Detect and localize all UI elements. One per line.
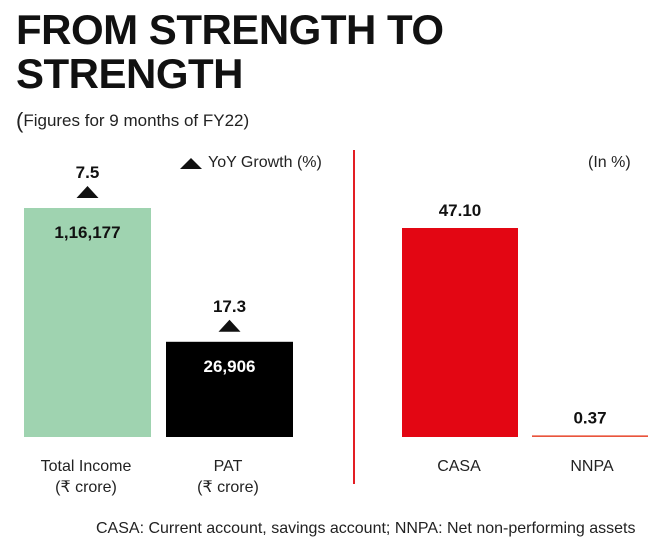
category-label-line: CASA [437, 458, 481, 475]
category-label-line: (₹ crore) [55, 479, 117, 496]
subtitle-paren: ( [16, 108, 24, 133]
category-label-line: Total Income [40, 458, 132, 475]
bar [24, 208, 151, 437]
bar [532, 435, 648, 437]
data-label: 26,906 [204, 357, 256, 376]
growth-label: 17.3 [213, 297, 246, 316]
footnote: CASA: Current account, savings account; … [96, 520, 636, 537]
unit-label: (In %) [588, 154, 631, 171]
title-line-1: FROM STRENGTH TO [16, 6, 444, 53]
bar [166, 341, 293, 437]
legend-label: YoY Growth (%) [208, 154, 322, 171]
category-label-casa: CASA [398, 456, 520, 477]
category-label-nnpa: NNPA [532, 456, 652, 477]
growth-label: 7.5 [76, 163, 100, 182]
growth-up-triangle-icon [76, 186, 99, 198]
data-label: 1,16,177 [54, 223, 120, 242]
panel-divider [353, 150, 355, 484]
legend: YoY Growth (%) [180, 154, 322, 172]
category-label-total-income: Total Income (₹ crore) [18, 456, 154, 498]
up-triangle-icon [180, 157, 202, 169]
growth-up-triangle-icon [218, 319, 241, 332]
category-label-line: PAT [213, 458, 243, 475]
bar [402, 228, 518, 437]
chart-title: FROM STRENGTH TO STRENGTH [16, 8, 444, 96]
data-label: 0.37 [573, 408, 606, 427]
chart-subtitle: (Figures for 9 months of FY22) [16, 108, 249, 134]
category-label-pat: PAT (₹ crore) [160, 456, 296, 498]
data-label: 47.10 [439, 201, 482, 220]
subtitle-text: Figures for 9 months of FY22) [23, 111, 250, 130]
category-label-line: NNPA [570, 458, 614, 475]
title-line-2: STRENGTH [16, 50, 244, 97]
category-label-line: (₹ crore) [197, 479, 259, 496]
